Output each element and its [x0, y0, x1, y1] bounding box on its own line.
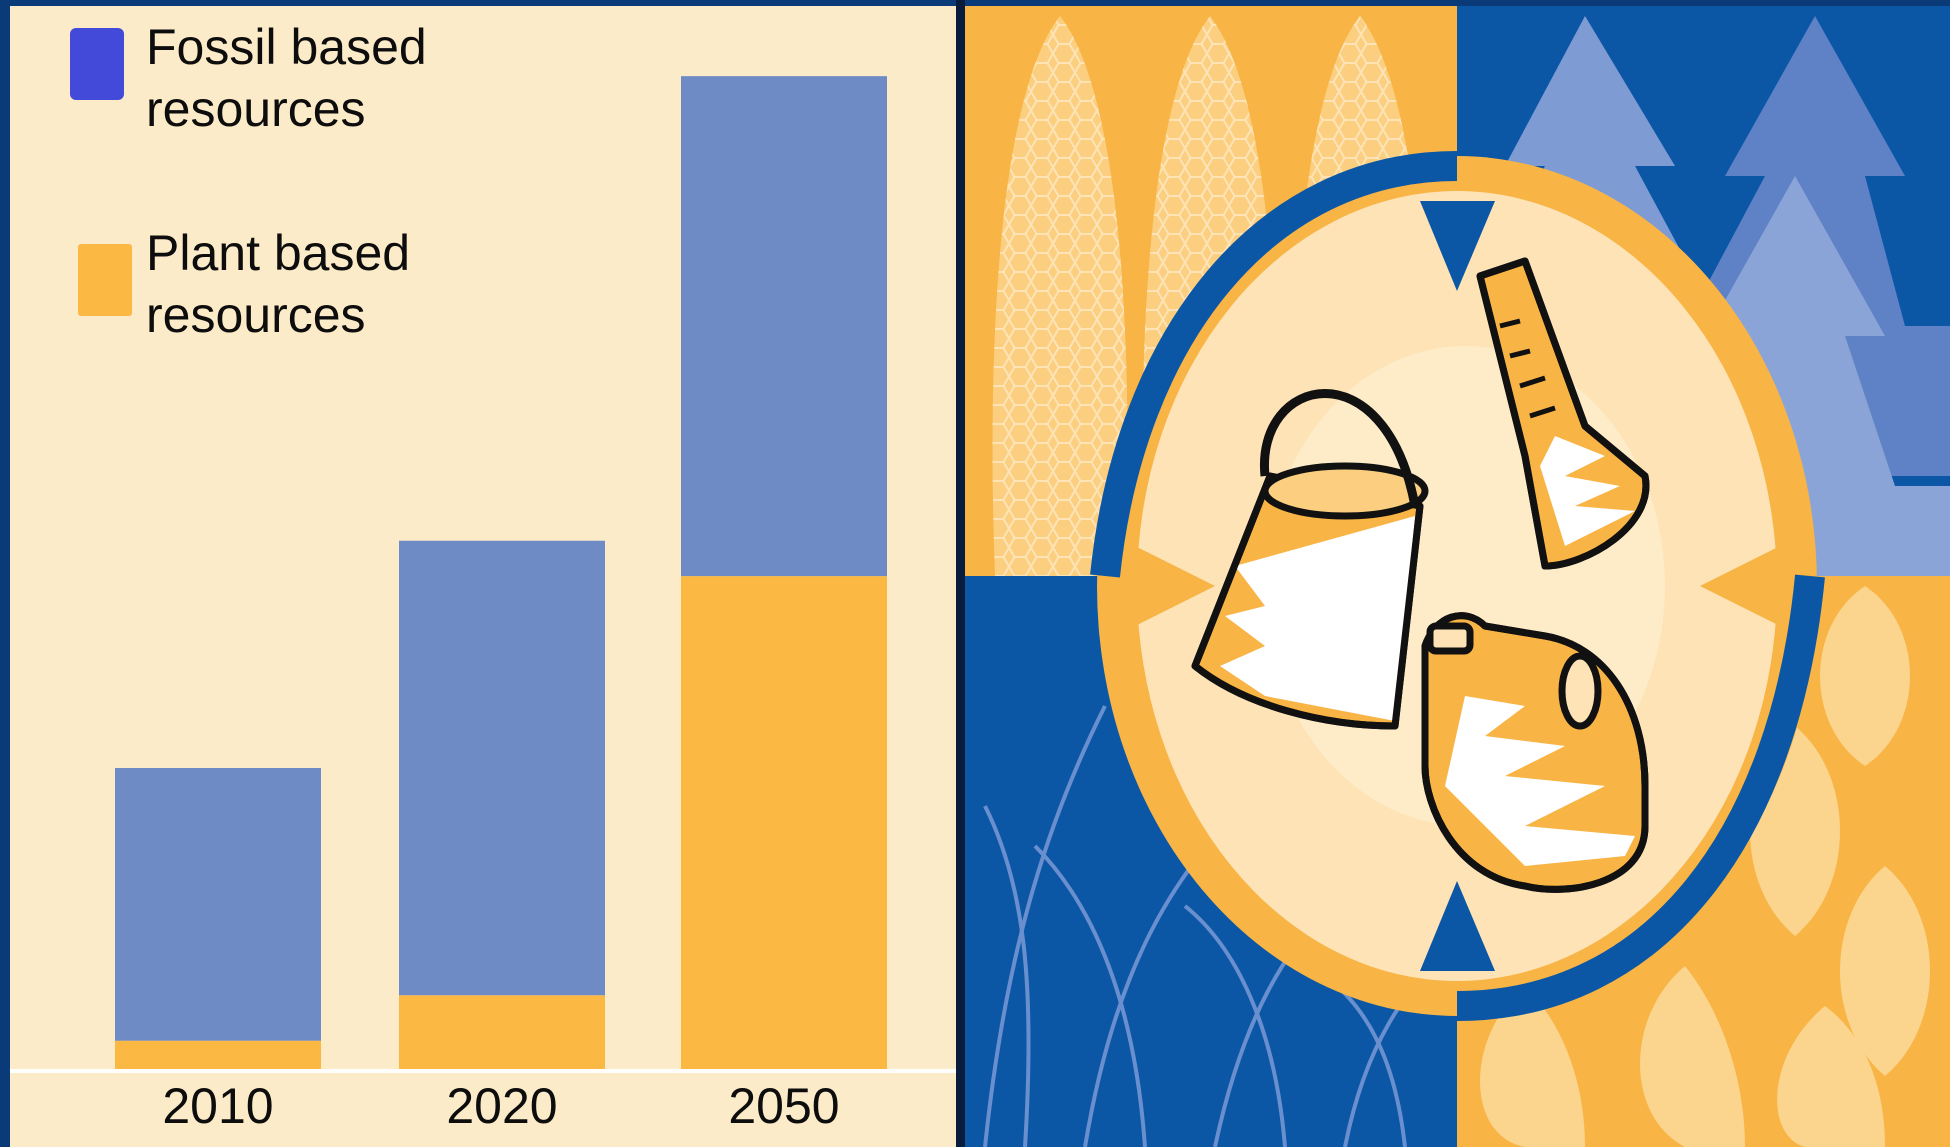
- grass-icon: [983, 705, 1457, 1147]
- x-tick-label-2010: 2010: [162, 1078, 273, 1134]
- x-tick-label-2020: 2020: [446, 1078, 557, 1134]
- panel-divider: [956, 0, 965, 1147]
- bar-2010-fossil: [115, 768, 321, 1041]
- bio-based-products-illustration: [965, 6, 1950, 1147]
- x-tick-labels: 2010 2020 2050: [162, 1078, 839, 1134]
- bar-2020-fossil: [399, 540, 605, 996]
- chart-panel: 2010 2020 2050 Fossil based resources Plan…: [10, 6, 956, 1147]
- jug-icon: [1421, 612, 1649, 893]
- bars-group: [115, 76, 887, 1071]
- cycle-arrows-icon: [1090, 151, 1825, 1021]
- flask-icon: [1476, 257, 1650, 570]
- legend-label-plant: Plant based resources: [146, 225, 411, 343]
- legend-swatch-fossil: [70, 28, 124, 100]
- legend-swatch-plant: [78, 244, 132, 316]
- bucket-icon: [1191, 389, 1429, 730]
- bar-2050-plant: [681, 576, 887, 1071]
- bar-2020-plant: [399, 995, 605, 1071]
- legend-label-fossil: Fossil based resources: [146, 19, 427, 137]
- illustration-art: [965, 6, 1950, 1147]
- leaf-icon: [1480, 586, 1930, 1147]
- bar-2010-plant: [115, 1040, 321, 1071]
- stacked-bar-chart: 2010 2020 2050: [10, 28, 956, 1134]
- bar-2050-fossil: [681, 76, 887, 577]
- x-tick-label-2050: 2050: [728, 1078, 839, 1134]
